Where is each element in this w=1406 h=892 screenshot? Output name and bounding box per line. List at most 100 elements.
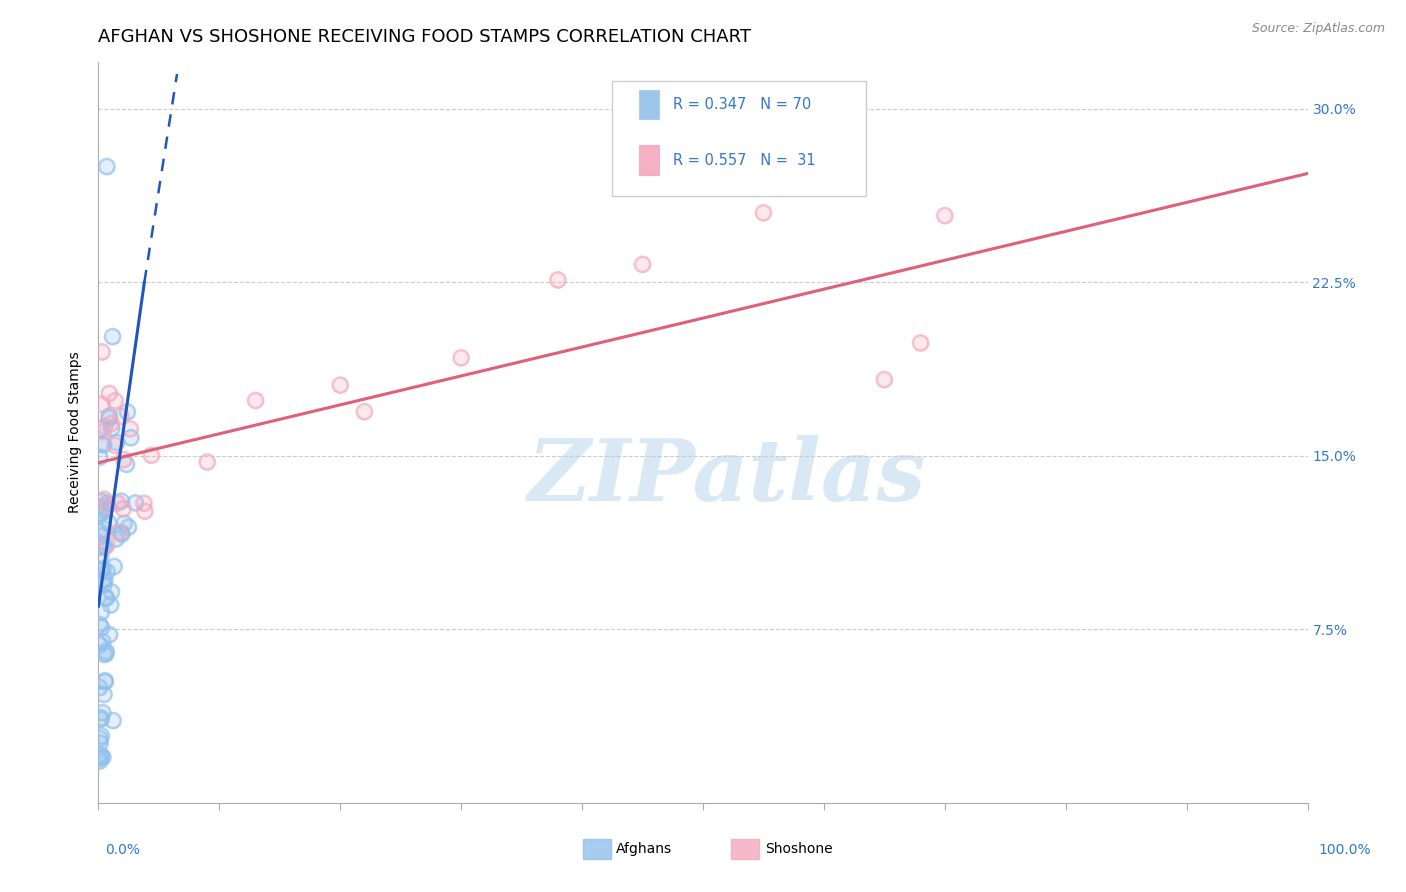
Point bbox=[96, 538, 118, 552]
Text: AFGHAN VS SHOSHONE RECEIVING FOOD STAMPS CORRELATION CHART: AFGHAN VS SHOSHONE RECEIVING FOOD STAMPS… bbox=[98, 28, 751, 45]
Point bbox=[98, 627, 121, 641]
Point bbox=[107, 496, 129, 510]
Point bbox=[450, 351, 472, 365]
Text: Afghans: Afghans bbox=[616, 842, 672, 856]
Point bbox=[100, 598, 122, 612]
Point bbox=[91, 538, 114, 552]
Point bbox=[100, 417, 122, 431]
Point bbox=[450, 351, 472, 365]
Point bbox=[93, 500, 115, 514]
Point bbox=[89, 617, 111, 632]
Point bbox=[910, 335, 932, 350]
FancyBboxPatch shape bbox=[638, 90, 658, 120]
Point bbox=[245, 393, 267, 408]
Point bbox=[96, 591, 118, 605]
FancyBboxPatch shape bbox=[638, 145, 658, 175]
Point bbox=[873, 373, 896, 387]
Point bbox=[90, 605, 112, 619]
Point bbox=[120, 431, 142, 445]
Point bbox=[91, 494, 114, 508]
Point bbox=[91, 345, 114, 359]
Point bbox=[329, 378, 352, 392]
Point bbox=[89, 450, 111, 465]
Point bbox=[93, 419, 115, 434]
Point bbox=[94, 644, 117, 658]
Point bbox=[124, 496, 146, 510]
Point bbox=[93, 577, 115, 591]
Point bbox=[89, 754, 111, 768]
Point bbox=[94, 502, 117, 516]
Point bbox=[111, 525, 134, 540]
Point bbox=[195, 455, 218, 469]
Point bbox=[89, 754, 111, 768]
Point bbox=[104, 438, 127, 452]
FancyBboxPatch shape bbox=[613, 81, 866, 195]
Point bbox=[110, 409, 132, 424]
Point bbox=[101, 421, 124, 435]
Point bbox=[94, 647, 117, 661]
Point bbox=[105, 532, 128, 546]
Point bbox=[91, 563, 114, 577]
Point bbox=[91, 397, 114, 411]
Point bbox=[89, 450, 111, 465]
Point bbox=[91, 425, 114, 439]
Point bbox=[89, 524, 111, 539]
Point bbox=[94, 502, 117, 516]
Point bbox=[96, 160, 118, 174]
Point bbox=[107, 496, 129, 510]
Point bbox=[90, 541, 112, 555]
Point bbox=[90, 748, 112, 763]
Text: Shoshone: Shoshone bbox=[765, 842, 832, 856]
Point bbox=[100, 417, 122, 431]
Point bbox=[100, 585, 122, 599]
Point bbox=[93, 687, 115, 701]
Point bbox=[329, 378, 352, 392]
Text: Source: ZipAtlas.com: Source: ZipAtlas.com bbox=[1251, 22, 1385, 36]
Point bbox=[89, 731, 111, 746]
Point bbox=[110, 409, 132, 424]
Point bbox=[89, 524, 111, 539]
Text: R = 0.557   N =  31: R = 0.557 N = 31 bbox=[673, 153, 815, 168]
Point bbox=[94, 673, 117, 688]
Point bbox=[104, 393, 127, 408]
Point bbox=[115, 458, 138, 472]
Point bbox=[96, 496, 118, 510]
Point bbox=[89, 752, 111, 766]
Point bbox=[117, 520, 139, 534]
Point bbox=[101, 421, 124, 435]
Point bbox=[103, 559, 125, 574]
Point bbox=[631, 257, 654, 271]
Point bbox=[96, 538, 118, 552]
Point bbox=[90, 620, 112, 634]
Point bbox=[90, 712, 112, 726]
Point bbox=[89, 617, 111, 632]
Point bbox=[91, 750, 114, 764]
Point bbox=[117, 520, 139, 534]
Point bbox=[93, 573, 115, 587]
Point bbox=[110, 494, 132, 508]
Point bbox=[96, 565, 118, 579]
Point bbox=[631, 257, 654, 271]
Point bbox=[93, 648, 115, 662]
Point bbox=[245, 393, 267, 408]
Point bbox=[89, 638, 111, 652]
Point bbox=[112, 501, 135, 516]
Point bbox=[105, 532, 128, 546]
Point bbox=[934, 209, 956, 223]
Point bbox=[112, 516, 135, 531]
Point bbox=[934, 209, 956, 223]
Point bbox=[93, 577, 115, 591]
Point bbox=[120, 431, 142, 445]
Point bbox=[90, 529, 112, 543]
Point bbox=[90, 605, 112, 619]
Point bbox=[97, 516, 120, 530]
Point bbox=[90, 549, 112, 563]
Point bbox=[107, 525, 129, 540]
Point bbox=[117, 405, 139, 419]
Point bbox=[93, 505, 115, 519]
Point bbox=[93, 419, 115, 434]
Point bbox=[98, 409, 121, 424]
Point bbox=[91, 634, 114, 648]
Point bbox=[90, 541, 112, 555]
Point bbox=[90, 437, 112, 451]
